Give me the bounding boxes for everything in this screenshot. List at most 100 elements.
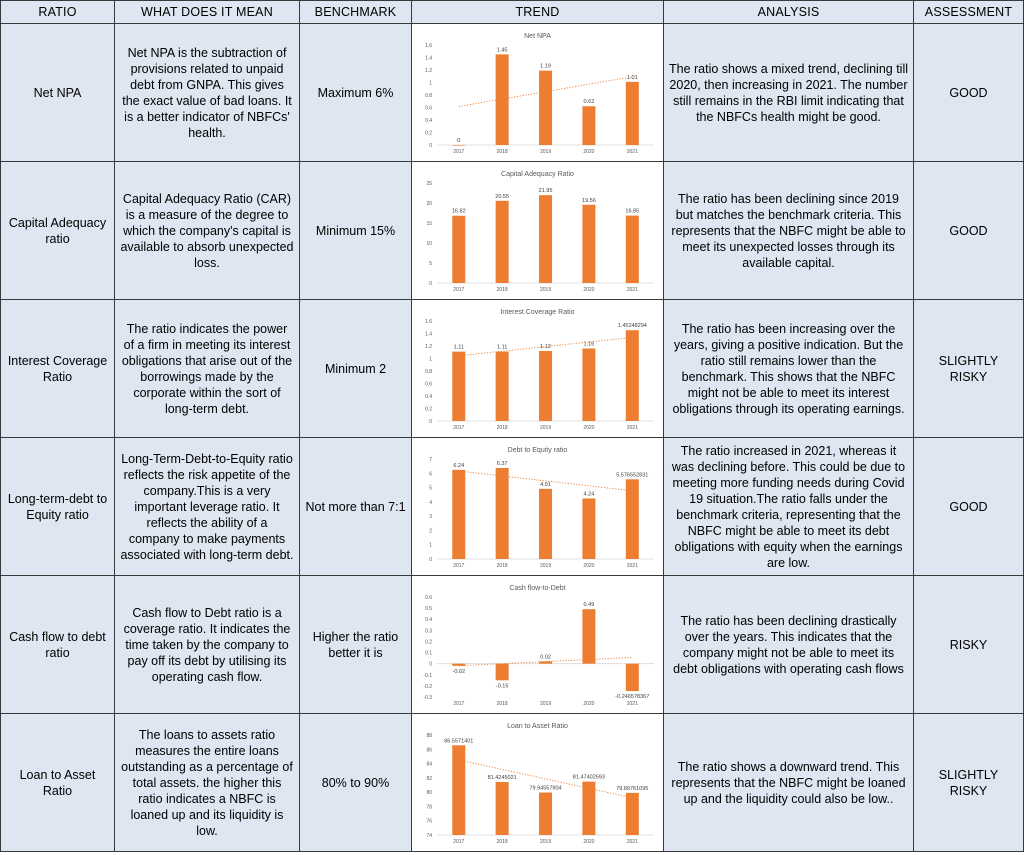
- y-tick-label: 0.1: [425, 650, 432, 656]
- x-tick-label: 2017: [453, 425, 464, 431]
- y-tick-label: 84: [426, 761, 432, 767]
- ratio-analysis: The ratio increased in 2021, whereas it …: [663, 437, 914, 576]
- bar: [495, 200, 509, 283]
- trend-cell: Debt to Equity ratio 0 1 2 3 4 5 6 7 6.24 2017 6.37…: [411, 437, 664, 576]
- y-tick-label: 1.2: [425, 344, 432, 350]
- data-label: -0.15: [496, 683, 509, 689]
- trend-chart-loan-to-asset: Loan to Asset Ratio 74 76 78 80 82 84 86 88 86.55…: [415, 716, 660, 849]
- x-tick-label: 2021: [627, 287, 638, 293]
- trend-cell: Capital Adequacy Ratio 0 5 10 15 20 25 16.82 201…: [411, 161, 664, 300]
- bar: [452, 663, 466, 666]
- header-ratio: RATIO: [0, 0, 115, 24]
- bar: [452, 744, 466, 835]
- y-tick-label: 1.4: [425, 55, 432, 61]
- y-tick-label: 0.2: [425, 406, 432, 412]
- ratio-benchmark: Maximum 6%: [299, 23, 412, 162]
- x-tick-label: 2018: [497, 563, 508, 569]
- y-tick-label: 0.6: [425, 105, 432, 111]
- y-tick-label: 4: [429, 499, 432, 505]
- trend-cell: Cash flow-to-Debt -0.3 -0.2 -0.1 0 0.1 0.2 0.3 0…: [411, 575, 664, 714]
- x-tick-label: 2020: [583, 701, 594, 707]
- bar: [582, 348, 596, 421]
- bar: [582, 608, 596, 664]
- chart-title: Cash flow-to-Debt: [509, 585, 565, 592]
- header-meaning: WHAT DOES IT MEAN: [114, 0, 300, 24]
- y-tick-label: 0: [429, 557, 432, 563]
- header-trend: TREND: [411, 0, 664, 24]
- ratio-name: Capital Adequacy ratio: [0, 161, 115, 300]
- ratio-assessment: SLIGHTLY RISKY: [913, 299, 1024, 438]
- x-tick-label: 2017: [453, 287, 464, 293]
- bar: [582, 497, 596, 559]
- x-tick-label: 2020: [583, 149, 594, 155]
- y-tick-label: 7: [429, 457, 432, 463]
- bar: [625, 81, 639, 145]
- bar: [495, 781, 509, 835]
- ratio-analysis: The ratio shows a mixed trend, declining…: [663, 23, 914, 162]
- data-label: 0: [457, 138, 460, 144]
- y-tick-label: 1: [429, 80, 432, 86]
- trendline: [458, 75, 633, 107]
- bar: [495, 663, 509, 680]
- ratio-benchmark: 80% to 90%: [299, 713, 412, 852]
- data-label: 1.01: [627, 74, 638, 80]
- trend-cell: Net NPA 0 0.2 0.4 0.6 0.8 1 1.2 1.4 1.6 0 2017 1.45 2…: [411, 23, 664, 162]
- x-tick-label: 2018: [497, 839, 508, 845]
- ratio-benchmark: Higher the ratio better it is: [299, 575, 412, 714]
- table-row: Cash flow to debt ratio Cash flow to Deb…: [0, 575, 1024, 714]
- ratio-assessment: GOOD: [913, 437, 1024, 576]
- ratio-meaning: The ratio indicates the power of a firm …: [114, 299, 300, 438]
- ratio-meaning: Net NPA is the subtraction of provisions…: [114, 23, 300, 162]
- ratio-analysis: The ratio shows a downward trend. This r…: [663, 713, 914, 852]
- bar: [625, 329, 639, 421]
- y-tick-label: 6: [429, 471, 432, 477]
- ratio-name: Loan to Asset Ratio: [0, 713, 115, 852]
- data-label: 79.89761095: [616, 785, 648, 791]
- ratio-assessment: GOOD: [913, 161, 1024, 300]
- y-tick-label: 15: [426, 221, 432, 227]
- ratio-benchmark: Minimum 15%: [299, 161, 412, 300]
- bar: [495, 351, 509, 421]
- data-label: 6.24: [453, 462, 464, 468]
- x-tick-label: 2018: [497, 287, 508, 293]
- x-tick-label: 2018: [497, 701, 508, 707]
- data-label: 16.82: [452, 208, 466, 214]
- data-label: 20.55: [495, 193, 509, 199]
- bar: [452, 469, 466, 559]
- data-label: 86.5571401: [444, 738, 473, 744]
- y-tick-label: 20: [426, 201, 432, 207]
- x-tick-label: 2020: [583, 287, 594, 293]
- data-label: 81.47402593: [573, 774, 605, 780]
- table-row: Long-term-debt to Equity ratio Long-Term…: [0, 437, 1024, 576]
- x-tick-label: 2019: [540, 563, 551, 569]
- data-label: 0.62: [584, 99, 595, 105]
- table-row: Interest Coverage Ratio The ratio indica…: [0, 299, 1024, 438]
- bar: [625, 792, 639, 835]
- y-tick-label: 0.6: [425, 381, 432, 387]
- table-row: Loan to Asset Ratio The loans to assets …: [0, 713, 1024, 852]
- ratio-meaning: Capital Adequacy Ratio (CAR) is a measur…: [114, 161, 300, 300]
- bar: [582, 204, 596, 283]
- x-tick-label: 2019: [540, 839, 551, 845]
- y-tick-label: 1: [429, 356, 432, 362]
- y-tick-label: 86: [426, 747, 432, 753]
- ratio-name: Interest Coverage Ratio: [0, 299, 115, 438]
- y-tick-label: 5: [429, 485, 432, 491]
- data-label: 1.16: [584, 341, 595, 347]
- y-tick-label: 76: [426, 818, 432, 824]
- y-tick-label: 0.5: [425, 606, 432, 612]
- y-tick-label: 0.6: [425, 595, 432, 601]
- y-tick-label: 80: [426, 790, 432, 796]
- trend-chart-debt-to-equity: Debt to Equity ratio 0 1 2 3 4 5 6 7 6.24 2017 6.37…: [415, 440, 660, 573]
- data-label: 1.11: [497, 344, 507, 350]
- x-tick-label: 2017: [453, 563, 464, 569]
- data-label: 79.94557904: [529, 785, 561, 791]
- data-label: 1.19: [540, 63, 551, 69]
- y-tick-label: 3: [429, 514, 432, 520]
- x-tick-label: 2019: [540, 701, 551, 707]
- x-tick-label: 2020: [583, 839, 594, 845]
- y-tick-label: 1.6: [425, 43, 432, 49]
- ratio-assessment: SLIGHTLY RISKY: [913, 713, 1024, 852]
- data-label: 5.576552831: [616, 472, 648, 478]
